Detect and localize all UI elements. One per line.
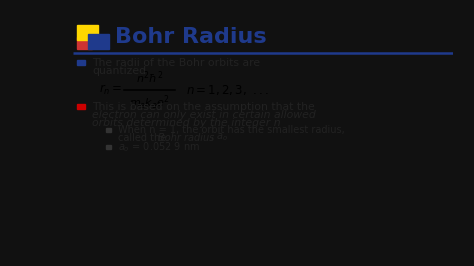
Bar [77, 26, 98, 40]
Bar [88, 34, 109, 49]
Text: Bohr radius: Bohr radius [158, 132, 214, 143]
Bar [106, 128, 111, 132]
Bar [77, 104, 85, 109]
Bar [77, 37, 91, 49]
Text: The radii of the Bohr orbits are: The radii of the Bohr orbits are [92, 58, 261, 68]
Text: electron can only exist in certain allowed: electron can only exist in certain allow… [92, 110, 316, 120]
Text: , $a_o$: , $a_o$ [210, 132, 228, 143]
Text: Bohr Radius: Bohr Radius [115, 27, 267, 47]
Bar [106, 145, 111, 148]
Bar [77, 60, 85, 65]
Text: $a_o$ = 0.052 9 nm: $a_o$ = 0.052 9 nm [118, 140, 200, 154]
Text: $r_n =$: $r_n =$ [99, 83, 122, 97]
Text: called the: called the [118, 132, 170, 143]
Text: $n^2\hbar^2$: $n^2\hbar^2$ [136, 70, 163, 86]
Text: $n = 1, 2, 3, \ ...$: $n = 1, 2, 3, \ ...$ [186, 83, 269, 97]
Text: This is based on the assumption that the: This is based on the assumption that the [92, 102, 315, 112]
Text: quantized: quantized [92, 66, 146, 76]
Text: $m_ek_ee^2$: $m_ek_ee^2$ [129, 93, 170, 112]
Text: When n = 1, the orbit has the smallest radius,: When n = 1, the orbit has the smallest r… [118, 125, 345, 135]
Text: orbits determined by the integer n: orbits determined by the integer n [92, 118, 281, 128]
